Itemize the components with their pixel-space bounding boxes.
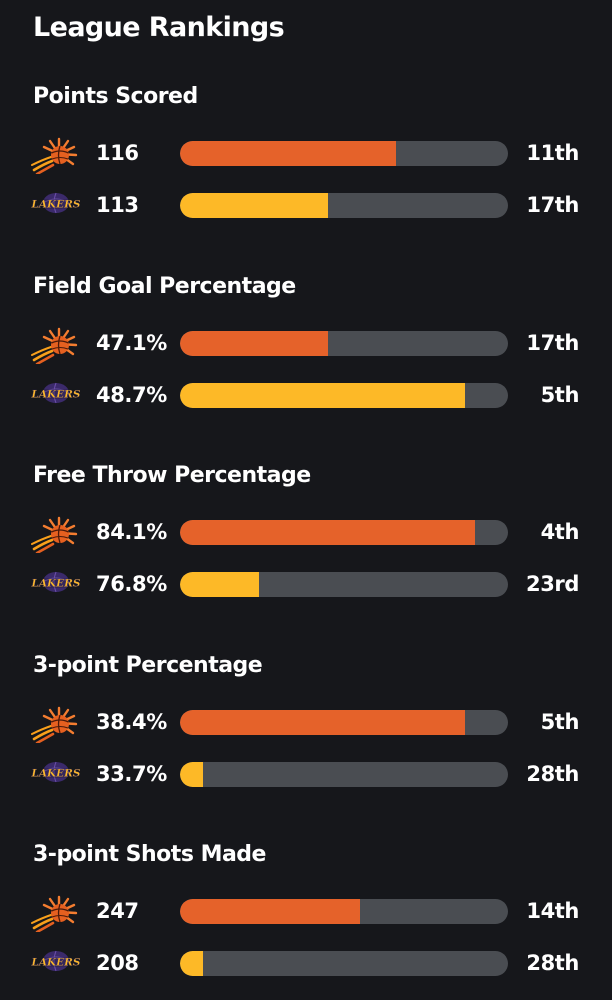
los-angeles-lakers-logo-icon: LAKERS [30,755,80,795]
league-rank: 23rd [525,572,579,596]
stat-section: 3-point Shots Made 247 14th LAKERS 208 28t… [0,840,612,1000]
phoenix-suns-logo-icon [30,703,80,743]
team-stat-row: LAKERS 76.8% 23rd [0,565,612,605]
stat-section: Free Throw Percentage 84.1% 4th LAKERS 76… [0,461,612,641]
los-angeles-lakers-logo-icon: LAKERS [30,944,80,984]
ranking-bar-track [180,193,508,218]
ranking-bar-track [180,330,508,356]
ranking-bar-fill [180,951,203,976]
svg-text:LAKERS: LAKERS [31,767,80,779]
page-title: League Rankings [33,12,285,43]
stat-value: 33.7% [96,761,167,786]
team-stat-row: 47.1% 17th [0,324,612,364]
stat-section: Points Scored 116 11th LAKERS 113 17th [0,82,612,262]
league-rank: 5th [540,382,580,407]
league-rank: 17th [526,330,579,355]
ranking-bar-track [180,761,508,787]
ranking-bar-fill [180,520,476,545]
league-rank: 17th [526,193,579,217]
stat-value: 47.1% [96,330,167,355]
phoenix-suns-logo-icon [30,892,80,932]
stat-value: 76.8% [96,572,167,596]
phoenix-suns-logo-icon [30,134,80,174]
team-stat-row: 84.1% 4th [0,513,612,553]
stat-value: 48.7% [96,382,167,407]
league-rank: 11th [526,141,579,165]
section-title: Free Throw Percentage [33,463,311,488]
league-rank: 4th [540,520,580,544]
team-stat-row: LAKERS 113 17th [0,186,612,226]
team-stat-row: 247 14th [0,892,612,932]
ranking-bar-fill [180,572,259,597]
stat-section: 3-point Percentage 38.4% 5th LAKERS 33.7%… [0,651,612,831]
league-rank: 28th [526,951,579,975]
section-title: 3-point Percentage [33,652,263,678]
phoenix-suns-logo-icon [30,324,80,364]
ranking-bar-track [180,382,508,408]
ranking-bar-track [180,520,508,545]
section-title: 3-point Shots Made [33,842,266,867]
stat-value: 208 [96,951,139,975]
ranking-bar-fill [180,330,328,356]
ranking-bar-fill [180,382,466,408]
stat-section: Field Goal Percentage 47.1% 17th LAKERS 4… [0,272,612,452]
ranking-bar-track [180,572,508,597]
los-angeles-lakers-logo-icon: LAKERS [30,186,80,226]
ranking-bar-fill [180,899,361,924]
ranking-bar-fill [180,193,328,218]
ranking-bar-fill [180,761,203,787]
los-angeles-lakers-logo-icon: LAKERS [30,565,80,605]
ranking-bar-track [180,899,508,924]
team-stat-row: LAKERS 33.7% 28th [0,755,612,795]
stat-value: 84.1% [96,520,167,544]
los-angeles-lakers-logo-icon: LAKERS [30,376,80,416]
phoenix-suns-logo-icon [30,513,80,553]
stat-value: 113 [96,193,139,217]
svg-text:LAKERS: LAKERS [31,199,80,211]
section-title: Field Goal Percentage [33,273,296,299]
stat-value: 38.4% [96,709,167,734]
stat-value: 247 [96,899,139,923]
team-stat-row: LAKERS 48.7% 5th [0,376,612,416]
svg-text:LAKERS: LAKERS [31,578,80,590]
ranking-bar-track [180,951,508,976]
stat-value: 116 [96,141,139,165]
ranking-bar-fill [180,141,397,166]
league-rank: 14th [526,899,579,923]
team-stat-row: 38.4% 5th [0,703,612,743]
league-rank: 5th [540,709,580,734]
ranking-bar-fill [180,709,466,735]
ranking-bar-track [180,141,508,166]
team-stat-row: 116 11th [0,134,612,174]
svg-text:LAKERS: LAKERS [31,957,80,969]
team-stat-row: LAKERS 208 28th [0,944,612,984]
ranking-bar-track [180,709,508,735]
svg-text:LAKERS: LAKERS [31,388,80,400]
league-rank: 28th [526,761,579,786]
section-title: Points Scored [33,84,198,109]
